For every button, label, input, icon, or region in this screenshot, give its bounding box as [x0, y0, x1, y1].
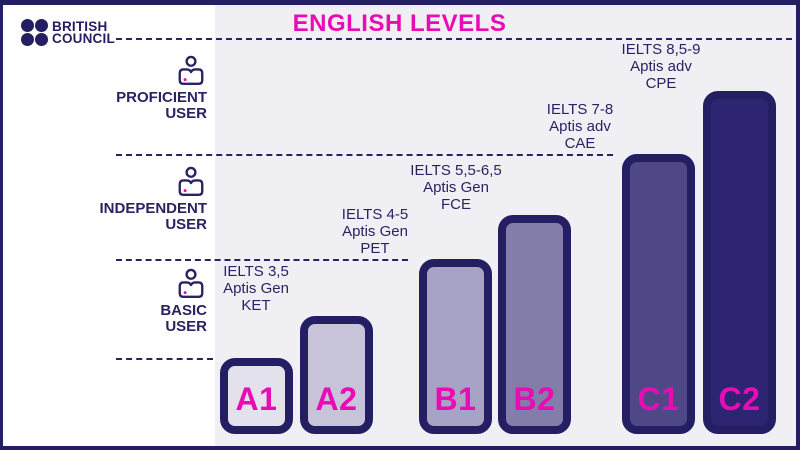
logo-text: BRITISH COUNCIL: [52, 18, 115, 46]
category-independent-user: INDEPENDENT USER: [17, 166, 207, 233]
user-icon: [17, 268, 207, 300]
category-label-line1: PROFICIENT: [116, 89, 207, 106]
level-bar-a2: A2: [300, 316, 373, 434]
level-label-c2: C2: [718, 381, 761, 417]
level-bar-a1: A1: [220, 358, 293, 434]
level-bar-c2: C2: [703, 91, 776, 434]
dashed-line-proficient-threshold: [116, 154, 613, 156]
level-bar-b1: B1: [419, 259, 492, 434]
category-proficient-user: PROFICIENT USER: [17, 55, 207, 122]
level-label-a1: A1: [235, 381, 278, 417]
level-label-b2: B2: [513, 381, 556, 417]
page-title: ENGLISH LEVELS: [292, 10, 507, 37]
category-label-line2: USER: [165, 318, 207, 335]
level-label-c1: C1: [637, 381, 680, 417]
category-label-line1: INDEPENDENT: [99, 200, 207, 217]
level-label-a2: A2: [315, 381, 358, 417]
logo-line1: BRITISH: [52, 18, 108, 34]
exam-label-b1: IELTS 4-5 Aptis Gen PET: [341, 206, 409, 257]
exam-label-c1: IELTS 7-8 Aptis adv CAE: [546, 101, 614, 152]
level-label-b1: B1: [434, 381, 477, 417]
user-icon: [17, 55, 207, 87]
category-label-line1: BASIC: [160, 302, 207, 319]
logo-line2: COUNCIL: [52, 30, 115, 46]
logo-dots-icon: [21, 19, 48, 46]
category-label-line2: USER: [165, 105, 207, 122]
british-council-logo: BRITISH COUNCIL: [21, 19, 115, 46]
category-basic-user: BASIC USER: [17, 268, 207, 335]
dashed-line-top: [116, 38, 792, 40]
dashed-line-independent-threshold: [116, 259, 408, 261]
level-bar-c1: C1: [622, 154, 695, 434]
level-bar-b2: B2: [498, 215, 571, 434]
dashed-line-basic-threshold: [116, 358, 213, 360]
exam-label-b2: IELTS 5,5-6,5 Aptis Gen FCE: [410, 162, 502, 213]
exam-label-c2: IELTS 8,5-9 Aptis adv CPE: [621, 41, 701, 92]
user-icon: [17, 166, 207, 198]
category-label-line2: USER: [165, 216, 207, 233]
exam-label-a2: IELTS 3,5 Aptis Gen KET: [223, 263, 289, 314]
